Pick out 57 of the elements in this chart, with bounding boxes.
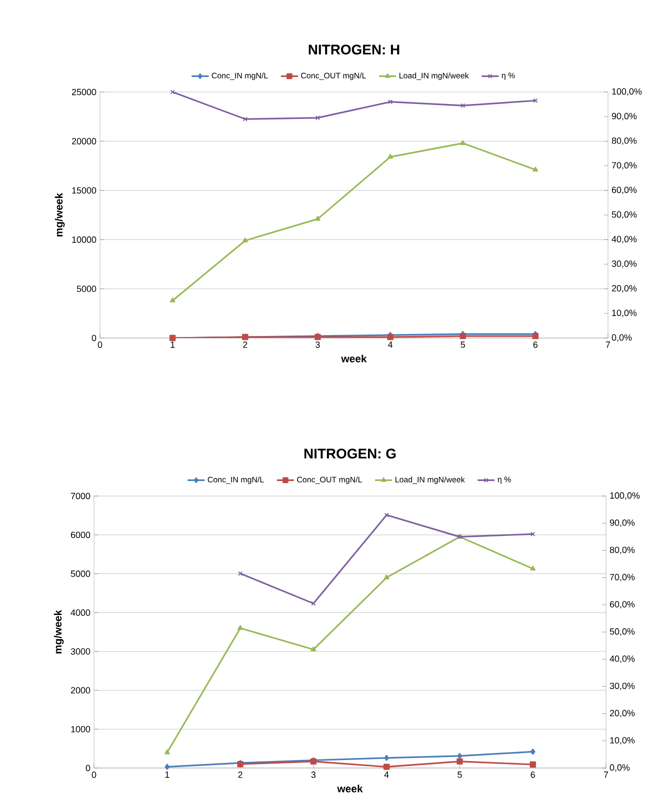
y-tick-label: 1000 [71, 726, 90, 732]
x-tick-label: 4 [388, 342, 393, 348]
y2-tick-label: 10,0% [610, 737, 635, 745]
y2-tick-label: 90,0% [612, 112, 637, 120]
y2-tick-label: 30,0% [610, 682, 635, 690]
y-tick-label: 0 [86, 764, 90, 772]
y2-tick-label: 60,0% [612, 186, 637, 194]
y2-tick-label: 100,0% [610, 492, 640, 500]
x-tick-label: 1 [165, 772, 170, 778]
y2-tick-label: 20,0% [612, 285, 637, 292]
x-tick-label: 3 [311, 772, 316, 778]
x-tick-label: 6 [533, 342, 538, 348]
y-tick-label: 20000 [72, 138, 96, 144]
chart-title: NITROGEN: H [308, 44, 400, 55]
y2-tick-label: 10,0% [612, 310, 637, 318]
x-axis-title: week [341, 354, 367, 362]
y2-tick-label: 0,0% [610, 764, 630, 772]
y2-tick-label: 60,0% [610, 601, 635, 609]
x-tick-label: 4 [384, 772, 389, 778]
y2-tick-label: 70,0% [610, 574, 635, 582]
y-tick-label: 5000 [76, 286, 96, 292]
y-tick-label: 6000 [70, 532, 90, 538]
x-tick-label: 7 [606, 342, 610, 348]
y2-tick-label: 90,0% [610, 520, 635, 527]
x-tick-label: 1 [170, 342, 175, 348]
y2-tick-label: 20,0% [610, 710, 635, 718]
y-axis-title: mg/week [54, 610, 64, 654]
y-tick-label: 10000 [72, 236, 96, 243]
y2-tick-label: 50,0% [610, 628, 635, 636]
y-tick-label: 5000 [70, 570, 90, 577]
y2-tick-label: 0,0% [612, 334, 632, 342]
y2-tick-label: 100,0% [612, 88, 642, 96]
y-tick-label: 25000 [72, 88, 96, 96]
chart-title: NITROGEN: G [304, 448, 396, 459]
y-tick-label: 7000 [70, 492, 90, 500]
x-tick-label: 0 [98, 342, 102, 348]
y-tick-label: 15000 [72, 187, 96, 194]
y2-tick-label: 40,0% [610, 656, 635, 663]
x-tick-label: 3 [316, 342, 320, 348]
y2-tick-label: 80,0% [612, 137, 637, 145]
y2-tick-label: 80,0% [610, 546, 635, 554]
y2-tick-label: 30,0% [612, 260, 637, 268]
y2-tick-label: 50,0% [612, 211, 637, 219]
y-tick-label: 3000 [70, 648, 90, 655]
y-tick-label: 0 [92, 334, 96, 342]
x-tick-label: 5 [460, 342, 465, 348]
x-axis-title: week [337, 784, 363, 792]
x-tick-label: 2 [243, 342, 248, 348]
x-tick-label: 5 [458, 772, 462, 778]
y-tick-label: 2000 [70, 687, 90, 694]
x-tick-label: 6 [530, 772, 535, 778]
x-tick-label: 7 [604, 772, 608, 778]
y2-tick-label: 40,0% [612, 236, 637, 244]
y-tick-label: 4000 [70, 609, 90, 616]
y2-tick-label: 70,0% [612, 162, 637, 170]
x-tick-label: 2 [238, 772, 242, 778]
y-axis-title: mg/week [54, 192, 65, 236]
